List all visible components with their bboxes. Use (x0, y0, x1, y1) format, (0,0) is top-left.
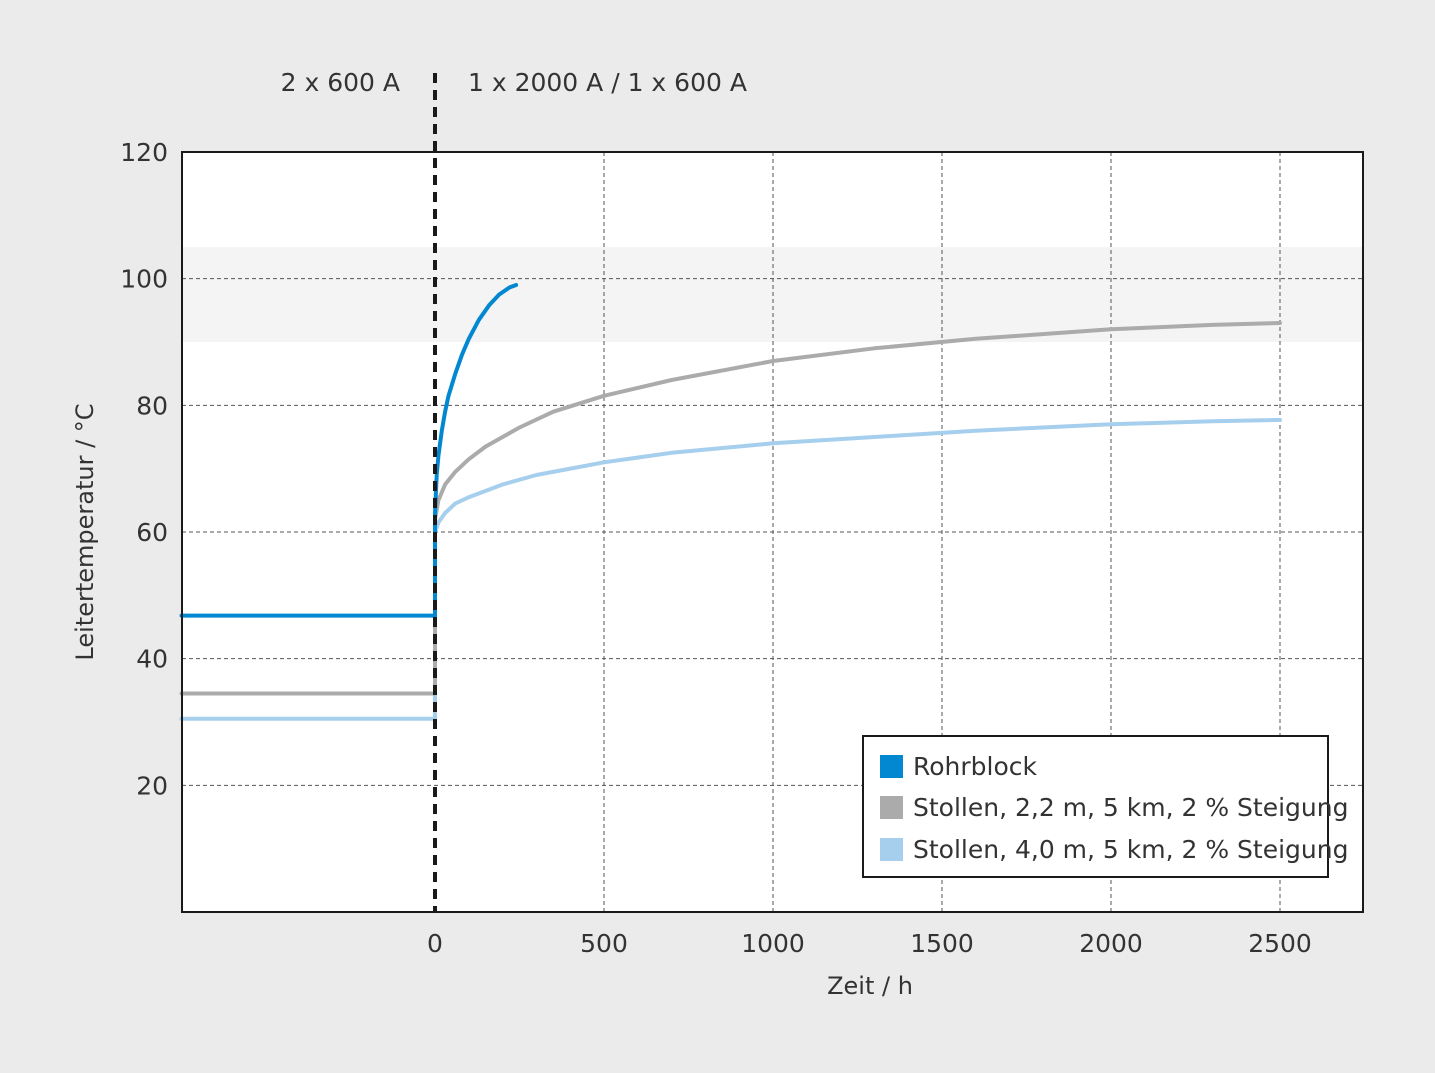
x-tick-label-2500: 2500 (1248, 929, 1312, 958)
grid-layer (182, 152, 1363, 912)
y-tick-label-20: 20 (136, 771, 168, 800)
legend-swatch-stollen-2-2 (880, 796, 903, 819)
y-tick-label-60: 60 (136, 518, 168, 547)
x-tick-label-1500: 1500 (910, 929, 974, 958)
legend-swatch-rohrblock (880, 755, 903, 778)
series-line-stollen-4-0 (179, 417, 1282, 721)
x-tick-label-0: 0 (427, 929, 443, 958)
legend-swatch-stollen-4-0 (880, 838, 903, 861)
x-tick-label-1000: 1000 (741, 929, 805, 958)
legend: Rohrblock Stollen, 2,2 m, 5 km, 2 % Stei… (862, 735, 1349, 878)
legend-label-rohrblock: Rohrblock (913, 752, 1038, 781)
legend-box (862, 735, 1329, 878)
legend-label-stollen-2-2: Stollen, 2,2 m, 5 km, 2 % Steigung (913, 793, 1349, 822)
y-tick-label-80: 80 (136, 391, 168, 420)
y-tick-label-100: 100 (120, 265, 168, 294)
phase-label-before: 2 x 600 A (281, 68, 400, 97)
x-tick-label-500: 500 (580, 929, 628, 958)
series-line-stollen-2-2 (179, 321, 1282, 696)
series-line-rohrblock (179, 283, 519, 618)
plot-frame (181, 151, 1364, 913)
phase-label-after: 1 x 2000 A / 1 x 600 A (468, 68, 747, 97)
y-axis-label: Leitertemperatur / °C (71, 403, 99, 660)
x-axis-label: Zeit / h (827, 972, 913, 1000)
series-layer (179, 283, 1282, 721)
x-tick-label-2000: 2000 (1079, 929, 1143, 958)
legend-label-stollen-4-0: Stollen, 4,0 m, 5 km, 2 % Steigung (913, 835, 1349, 864)
tick-layer: 20 40 60 80 100 120 0 500 1000 1500 2000 2500 (120, 138, 1312, 958)
y-tick-label-40: 40 (136, 645, 168, 674)
y-tick-label-120: 120 (120, 138, 168, 167)
